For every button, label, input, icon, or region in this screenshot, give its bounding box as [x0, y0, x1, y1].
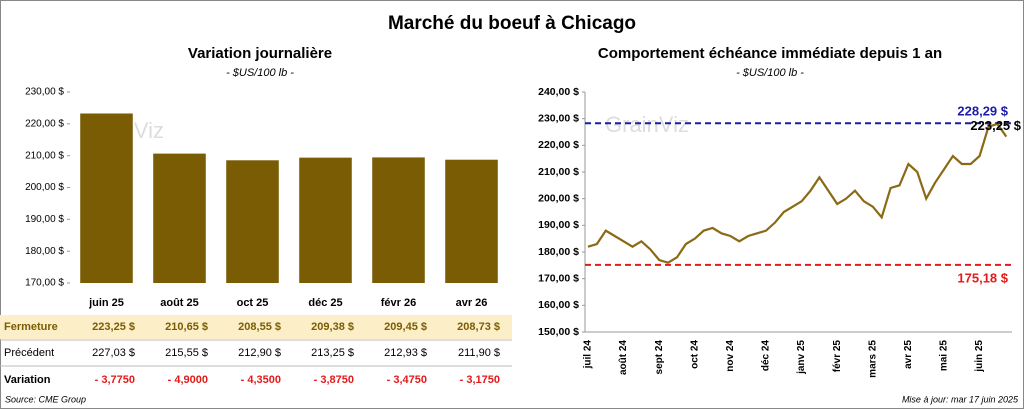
x-tick-label: déc 25: [308, 297, 342, 309]
value-label: 223,25 $: [970, 118, 1021, 133]
table-cell: 209,38 $: [311, 321, 354, 333]
table-cell: 212,93 $: [384, 347, 427, 359]
y-tick-label: 200,00 $: [538, 192, 579, 204]
watermark: GrainViz: [605, 112, 689, 137]
chart-subtitle: - $US/100 lb -: [226, 67, 294, 79]
table-cell: 212,90 $: [238, 347, 281, 359]
table-cell: - 4,3500: [241, 374, 281, 386]
x-tick-label: août 25: [160, 297, 199, 309]
table-cell: 208,55 $: [238, 321, 281, 333]
source: Source: CME Group: [5, 394, 86, 404]
x-tick-label: avr 26: [456, 297, 488, 309]
x-tick-label: nov 24: [725, 340, 736, 372]
y-tick-label: 230,00 $: [538, 112, 579, 124]
table-cell: - 4,9000: [168, 374, 208, 386]
x-tick-label: mai 25: [939, 340, 950, 372]
page-title: Marché du boeuf à Chicago: [388, 13, 636, 34]
y-tick-label: 180,00 $: [538, 246, 579, 258]
table-cell: - 3,8750: [314, 374, 354, 386]
bar: [80, 113, 133, 283]
y-tick-label: 190,00 $: [538, 219, 579, 231]
bar: [299, 157, 352, 283]
y-tick-label: 210,00 $: [538, 166, 579, 178]
x-tick-label: juin 25: [88, 297, 124, 309]
reference-label: 175,18 $: [957, 270, 1008, 285]
x-tick-label: févr 26: [381, 297, 416, 309]
y-tick-label: 230,00 $: [25, 87, 64, 98]
table-cell: 210,65 $: [165, 321, 208, 333]
x-tick-label: avr 25: [903, 340, 914, 369]
y-tick-label: 170,00 $: [25, 278, 64, 289]
y-tick-label: 200,00 $: [25, 182, 64, 193]
chart-title: Variation journalière: [188, 45, 332, 62]
row-label: Variation: [4, 374, 51, 386]
y-tick-label: 220,00 $: [538, 139, 579, 151]
table-cell: 208,73 $: [457, 321, 500, 333]
x-tick-label: juin 25: [974, 340, 985, 373]
row-label: Précédent: [4, 347, 54, 359]
y-tick-label: 240,00 $: [538, 86, 579, 98]
bar: [445, 159, 498, 283]
updated: Mise à jour: mar 17 juin 2025: [902, 394, 1019, 404]
row-label: Fermeture: [4, 321, 58, 333]
x-tick-label: déc 24: [761, 340, 772, 372]
table-cell: 213,25 $: [311, 347, 354, 359]
y-tick-label: 170,00 $: [538, 272, 579, 284]
y-tick-label: 220,00 $: [25, 118, 64, 129]
table-cell: - 3,4750: [387, 374, 427, 386]
price-line: [587, 122, 1008, 264]
x-tick-label: sept 24: [654, 340, 665, 375]
x-tick-label: août 24: [618, 340, 629, 375]
table-cell: 209,45 $: [384, 321, 427, 333]
y-tick-label: 180,00 $: [25, 246, 64, 257]
y-tick-label: 150,00 $: [538, 326, 579, 338]
y-tick-label: 160,00 $: [538, 299, 579, 311]
x-tick-label: oct 25: [237, 297, 269, 309]
x-tick-label: janv 25: [796, 340, 807, 375]
table-cell: 215,55 $: [165, 347, 208, 359]
chart-title: Comportement échéance immédiate depuis 1…: [598, 45, 942, 62]
x-tick-label: févr 25: [832, 340, 843, 373]
table-cell: - 3,7750: [95, 374, 135, 386]
bar: [372, 157, 425, 283]
chart-subtitle: - $US/100 lb -: [736, 67, 804, 79]
x-tick-label: juil 24: [583, 340, 594, 370]
bar: [226, 160, 279, 283]
y-tick-label: 190,00 $: [25, 214, 64, 225]
table-cell: - 3,1750: [460, 374, 500, 386]
bar: [153, 153, 206, 283]
table-cell: 227,03 $: [92, 347, 135, 359]
table-cell: 223,25 $: [92, 321, 135, 333]
y-tick-label: 210,00 $: [25, 150, 64, 161]
reference-label: 228,29 $: [957, 104, 1008, 119]
highlight-row: [0, 315, 512, 339]
x-tick-label: mars 25: [867, 340, 878, 378]
x-tick-label: oct 24: [689, 340, 700, 369]
table-cell: 211,90 $: [458, 347, 500, 359]
